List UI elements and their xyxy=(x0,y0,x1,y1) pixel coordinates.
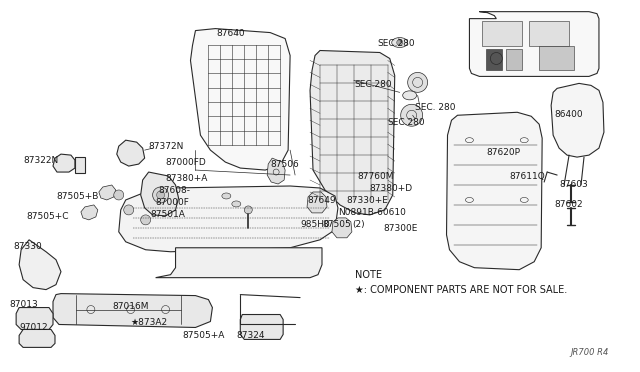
Polygon shape xyxy=(332,218,352,238)
Text: 87330+E: 87330+E xyxy=(346,196,388,205)
Ellipse shape xyxy=(392,38,408,48)
Circle shape xyxy=(114,190,124,200)
Text: 87760M: 87760M xyxy=(358,172,394,181)
Polygon shape xyxy=(53,294,212,327)
Bar xyxy=(506,48,522,70)
Ellipse shape xyxy=(232,201,241,207)
Text: 87300E: 87300E xyxy=(384,224,418,233)
Text: 87501A: 87501A xyxy=(150,210,186,219)
Polygon shape xyxy=(99,185,116,200)
Bar xyxy=(483,20,522,45)
Text: 97012: 97012 xyxy=(19,324,48,333)
Text: 87505+B: 87505+B xyxy=(56,192,99,201)
Circle shape xyxy=(244,206,252,214)
Circle shape xyxy=(401,104,422,126)
Text: (2): (2) xyxy=(352,220,365,229)
Circle shape xyxy=(157,191,164,199)
Bar xyxy=(486,48,502,70)
Text: 87000FD: 87000FD xyxy=(166,158,206,167)
Text: SEC. 280: SEC. 280 xyxy=(415,103,455,112)
Text: 87505+A: 87505+A xyxy=(182,331,225,340)
Text: 87016M: 87016M xyxy=(113,302,149,311)
Polygon shape xyxy=(469,12,599,76)
Text: SEC.280: SEC.280 xyxy=(388,118,426,127)
Text: 87380+A: 87380+A xyxy=(166,174,208,183)
Text: 87611Q: 87611Q xyxy=(509,172,545,181)
Text: JR700 R4: JR700 R4 xyxy=(570,348,609,357)
Bar xyxy=(529,20,569,45)
Text: 87330: 87330 xyxy=(13,242,42,251)
Polygon shape xyxy=(16,308,53,330)
Text: 87505+C: 87505+C xyxy=(26,212,68,221)
Text: 87324: 87324 xyxy=(236,331,265,340)
Circle shape xyxy=(141,215,150,225)
Text: 87620P: 87620P xyxy=(486,148,520,157)
Polygon shape xyxy=(310,51,395,215)
Text: 87608-: 87608- xyxy=(159,186,191,195)
Polygon shape xyxy=(81,205,98,220)
Polygon shape xyxy=(53,154,75,172)
Polygon shape xyxy=(156,248,322,278)
Text: 87649: 87649 xyxy=(307,196,335,205)
Text: 87372N: 87372N xyxy=(148,142,184,151)
Polygon shape xyxy=(240,314,283,339)
Text: 86400: 86400 xyxy=(554,110,583,119)
Polygon shape xyxy=(141,172,179,216)
Text: 87013: 87013 xyxy=(9,299,38,309)
Text: 87000F: 87000F xyxy=(156,198,189,207)
Polygon shape xyxy=(267,158,285,184)
Polygon shape xyxy=(75,157,85,173)
Polygon shape xyxy=(447,112,542,270)
Ellipse shape xyxy=(403,91,417,100)
Text: 87322N: 87322N xyxy=(23,156,58,165)
Text: 87380+D: 87380+D xyxy=(370,184,413,193)
Text: 87603: 87603 xyxy=(559,180,588,189)
Ellipse shape xyxy=(222,193,231,199)
Circle shape xyxy=(408,73,428,92)
Text: 87640: 87640 xyxy=(216,29,245,38)
Text: ★873A2: ★873A2 xyxy=(131,318,168,327)
Polygon shape xyxy=(191,29,290,170)
Polygon shape xyxy=(19,240,61,290)
Circle shape xyxy=(152,187,168,203)
Polygon shape xyxy=(307,192,327,213)
Text: SEC.280: SEC.280 xyxy=(355,80,392,89)
Text: 87506: 87506 xyxy=(270,160,299,169)
Polygon shape xyxy=(116,140,145,166)
Circle shape xyxy=(124,205,134,215)
Polygon shape xyxy=(551,83,604,157)
Text: 87602: 87602 xyxy=(554,200,583,209)
Text: SEC.280: SEC.280 xyxy=(378,39,415,48)
Text: 985H0: 985H0 xyxy=(300,220,330,229)
Polygon shape xyxy=(19,330,55,347)
Text: N0891B-60610: N0891B-60610 xyxy=(338,208,406,217)
Text: 87505: 87505 xyxy=(322,220,351,229)
Bar xyxy=(539,45,574,70)
Circle shape xyxy=(397,39,403,45)
Polygon shape xyxy=(119,186,338,252)
Text: NOTE
★: COMPONENT PARTS ARE NOT FOR SALE.: NOTE ★: COMPONENT PARTS ARE NOT FOR SALE… xyxy=(355,270,567,295)
